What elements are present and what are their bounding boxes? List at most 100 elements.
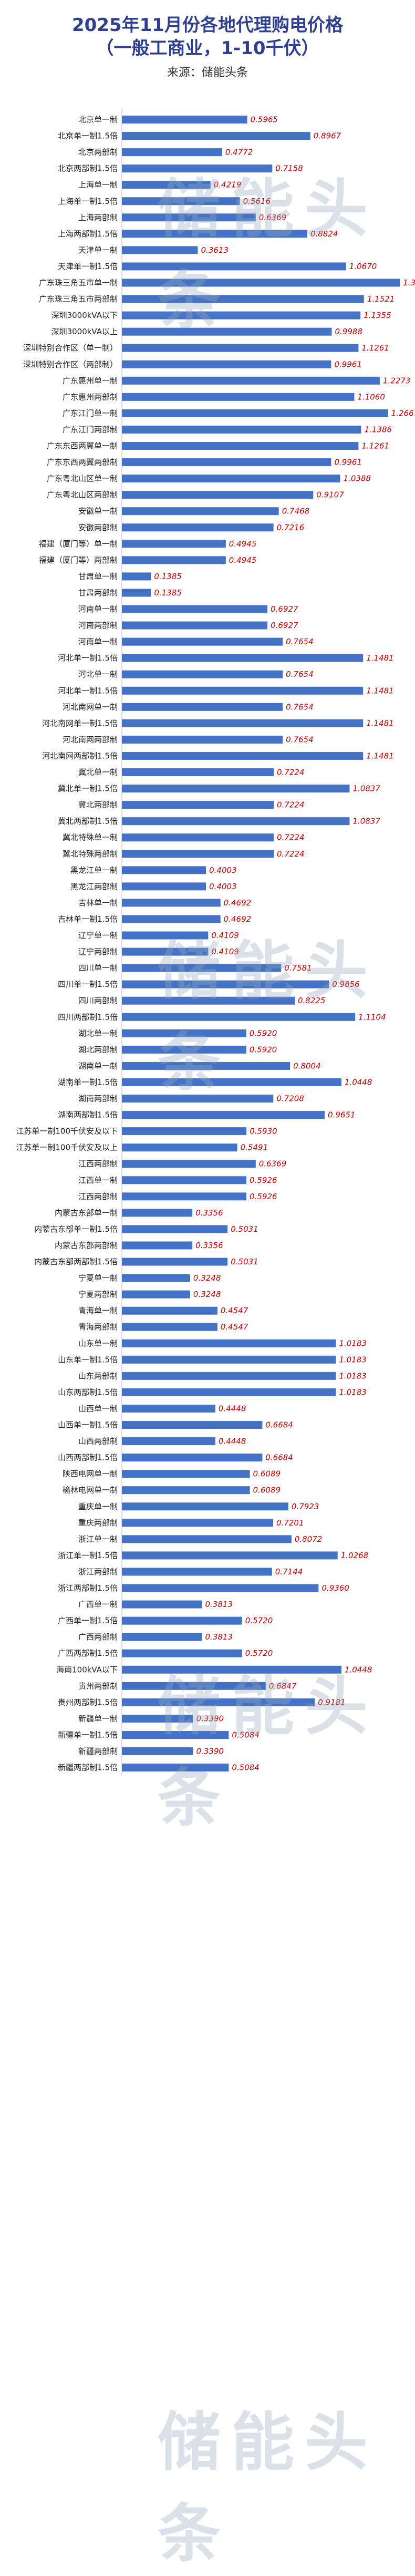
bar — [122, 1258, 228, 1266]
data-label: 0.7468 — [282, 507, 310, 516]
category-label: 山西单一制 — [78, 1404, 118, 1413]
bar — [122, 1665, 341, 1674]
bar — [122, 899, 221, 907]
data-label: 0.3613 — [201, 245, 229, 255]
bar — [122, 344, 359, 352]
bar — [122, 947, 209, 956]
data-label: 0.6847 — [269, 1681, 297, 1691]
data-label: 1.0448 — [345, 1077, 372, 1087]
category-label: 天津单一制1.5倍 — [58, 262, 118, 271]
bar — [122, 409, 388, 417]
category-label: 上海两部制 — [78, 213, 118, 222]
bar — [122, 1323, 217, 1331]
data-label: 0.3813 — [205, 1632, 233, 1642]
category-label: 广西单一制 — [78, 1600, 118, 1609]
bar — [122, 1143, 237, 1152]
bar — [122, 507, 279, 516]
category-label: 北京两部制 — [78, 148, 118, 157]
data-label: 0.7654 — [286, 637, 314, 646]
category-label: 重庆两部制 — [78, 1518, 118, 1528]
data-label: 1.0448 — [345, 1665, 372, 1674]
bar — [122, 376, 380, 385]
data-label: 0.7654 — [286, 669, 314, 679]
data-label: 0.4219 — [214, 180, 242, 190]
category-label: 江苏单一制100千伏安及以下 — [16, 1127, 118, 1136]
bar — [122, 785, 350, 793]
data-label: 0.7201 — [276, 1518, 304, 1528]
bar — [122, 1209, 193, 1217]
bar — [122, 1290, 190, 1299]
category-label: 宁夏单一制 — [78, 1273, 118, 1283]
bar — [122, 833, 274, 842]
category-label: 深圳特别合作区（单一制） — [23, 343, 118, 353]
bar — [122, 621, 268, 630]
category-label: 广东惠州两部制 — [63, 392, 118, 401]
bar — [122, 1568, 272, 1576]
bar — [122, 1616, 242, 1625]
category-label: 黑龙江两部制 — [70, 882, 118, 891]
data-label: 1.0183 — [339, 1387, 367, 1397]
bar — [122, 279, 400, 287]
category-label: 山西两部制 — [78, 1437, 118, 1446]
category-label: 福建（厦门等）单一制 — [39, 539, 118, 549]
data-label: 0.4547 — [221, 1322, 248, 1332]
category-label: 广西两部制1.5倍 — [58, 1648, 118, 1658]
category-label: 内蒙古东部两部制1.5倍 — [34, 1257, 118, 1266]
bar — [122, 1274, 190, 1282]
category-label: 冀北单一制 — [78, 768, 118, 777]
data-label: 0.7654 — [286, 702, 314, 712]
bar — [122, 1714, 193, 1723]
category-label: 安徽单一制 — [78, 507, 118, 516]
category-label: 湖南两部制 — [78, 1094, 118, 1104]
data-label: 0.3356 — [195, 1241, 223, 1250]
data-label: 0.6089 — [253, 1486, 281, 1495]
data-label: 0.5920 — [250, 1045, 277, 1054]
data-label: 1.0183 — [339, 1371, 367, 1380]
data-label: 0.7923 — [292, 1502, 319, 1511]
data-label: 0.5965 — [251, 115, 278, 125]
watermark: 储能头条 — [158, 935, 378, 1099]
watermark: 储能头条 — [158, 2406, 378, 2571]
bar — [122, 1535, 292, 1543]
bar — [122, 931, 209, 940]
bar — [122, 1633, 202, 1641]
bar — [122, 148, 222, 157]
data-label: 0.8225 — [298, 996, 326, 1005]
data-label: 0.9856 — [332, 980, 360, 989]
data-label: 0.3390 — [196, 1714, 224, 1723]
category-label: 广西两部制 — [78, 1632, 118, 1642]
bar — [122, 637, 283, 646]
data-label: 0.6684 — [265, 1453, 293, 1462]
bar — [122, 164, 273, 173]
category-label: 辽宁两部制 — [78, 947, 118, 956]
data-label: 0.4945 — [229, 539, 257, 549]
data-label: 0.5926 — [250, 1176, 277, 1185]
category-label: 河南两部制 — [78, 621, 118, 630]
data-label: 0.8824 — [310, 229, 338, 239]
bar — [122, 360, 331, 368]
data-label: 0.4692 — [224, 914, 252, 924]
data-label: 1.1521 — [367, 294, 395, 304]
data-label: 0.3813 — [205, 1600, 233, 1609]
bar — [122, 556, 226, 564]
data-label: 1.1386 — [364, 425, 392, 434]
bar — [122, 1225, 228, 1233]
bar — [122, 768, 274, 777]
category-label: 四川两部制1.5倍 — [58, 1012, 118, 1022]
bar — [122, 1078, 341, 1086]
data-label: 0.4448 — [219, 1404, 246, 1413]
data-label: 0.7224 — [277, 849, 305, 859]
bar — [122, 1339, 336, 1347]
data-label: 1.2273 — [383, 376, 411, 385]
data-label: 0.7654 — [286, 735, 314, 744]
bar — [122, 230, 307, 238]
data-label: 0.7224 — [277, 833, 305, 842]
data-label: 0.7581 — [284, 963, 312, 973]
category-label: 宁夏两部制 — [78, 1290, 118, 1299]
bar — [122, 964, 282, 972]
category-label: 榆林电网单一制 — [63, 1486, 118, 1495]
data-label: 0.9181 — [318, 1697, 346, 1707]
category-label: 深圳特别合作区（两部制） — [23, 359, 118, 369]
bar — [122, 1551, 338, 1560]
data-label: 0.9988 — [335, 327, 363, 336]
